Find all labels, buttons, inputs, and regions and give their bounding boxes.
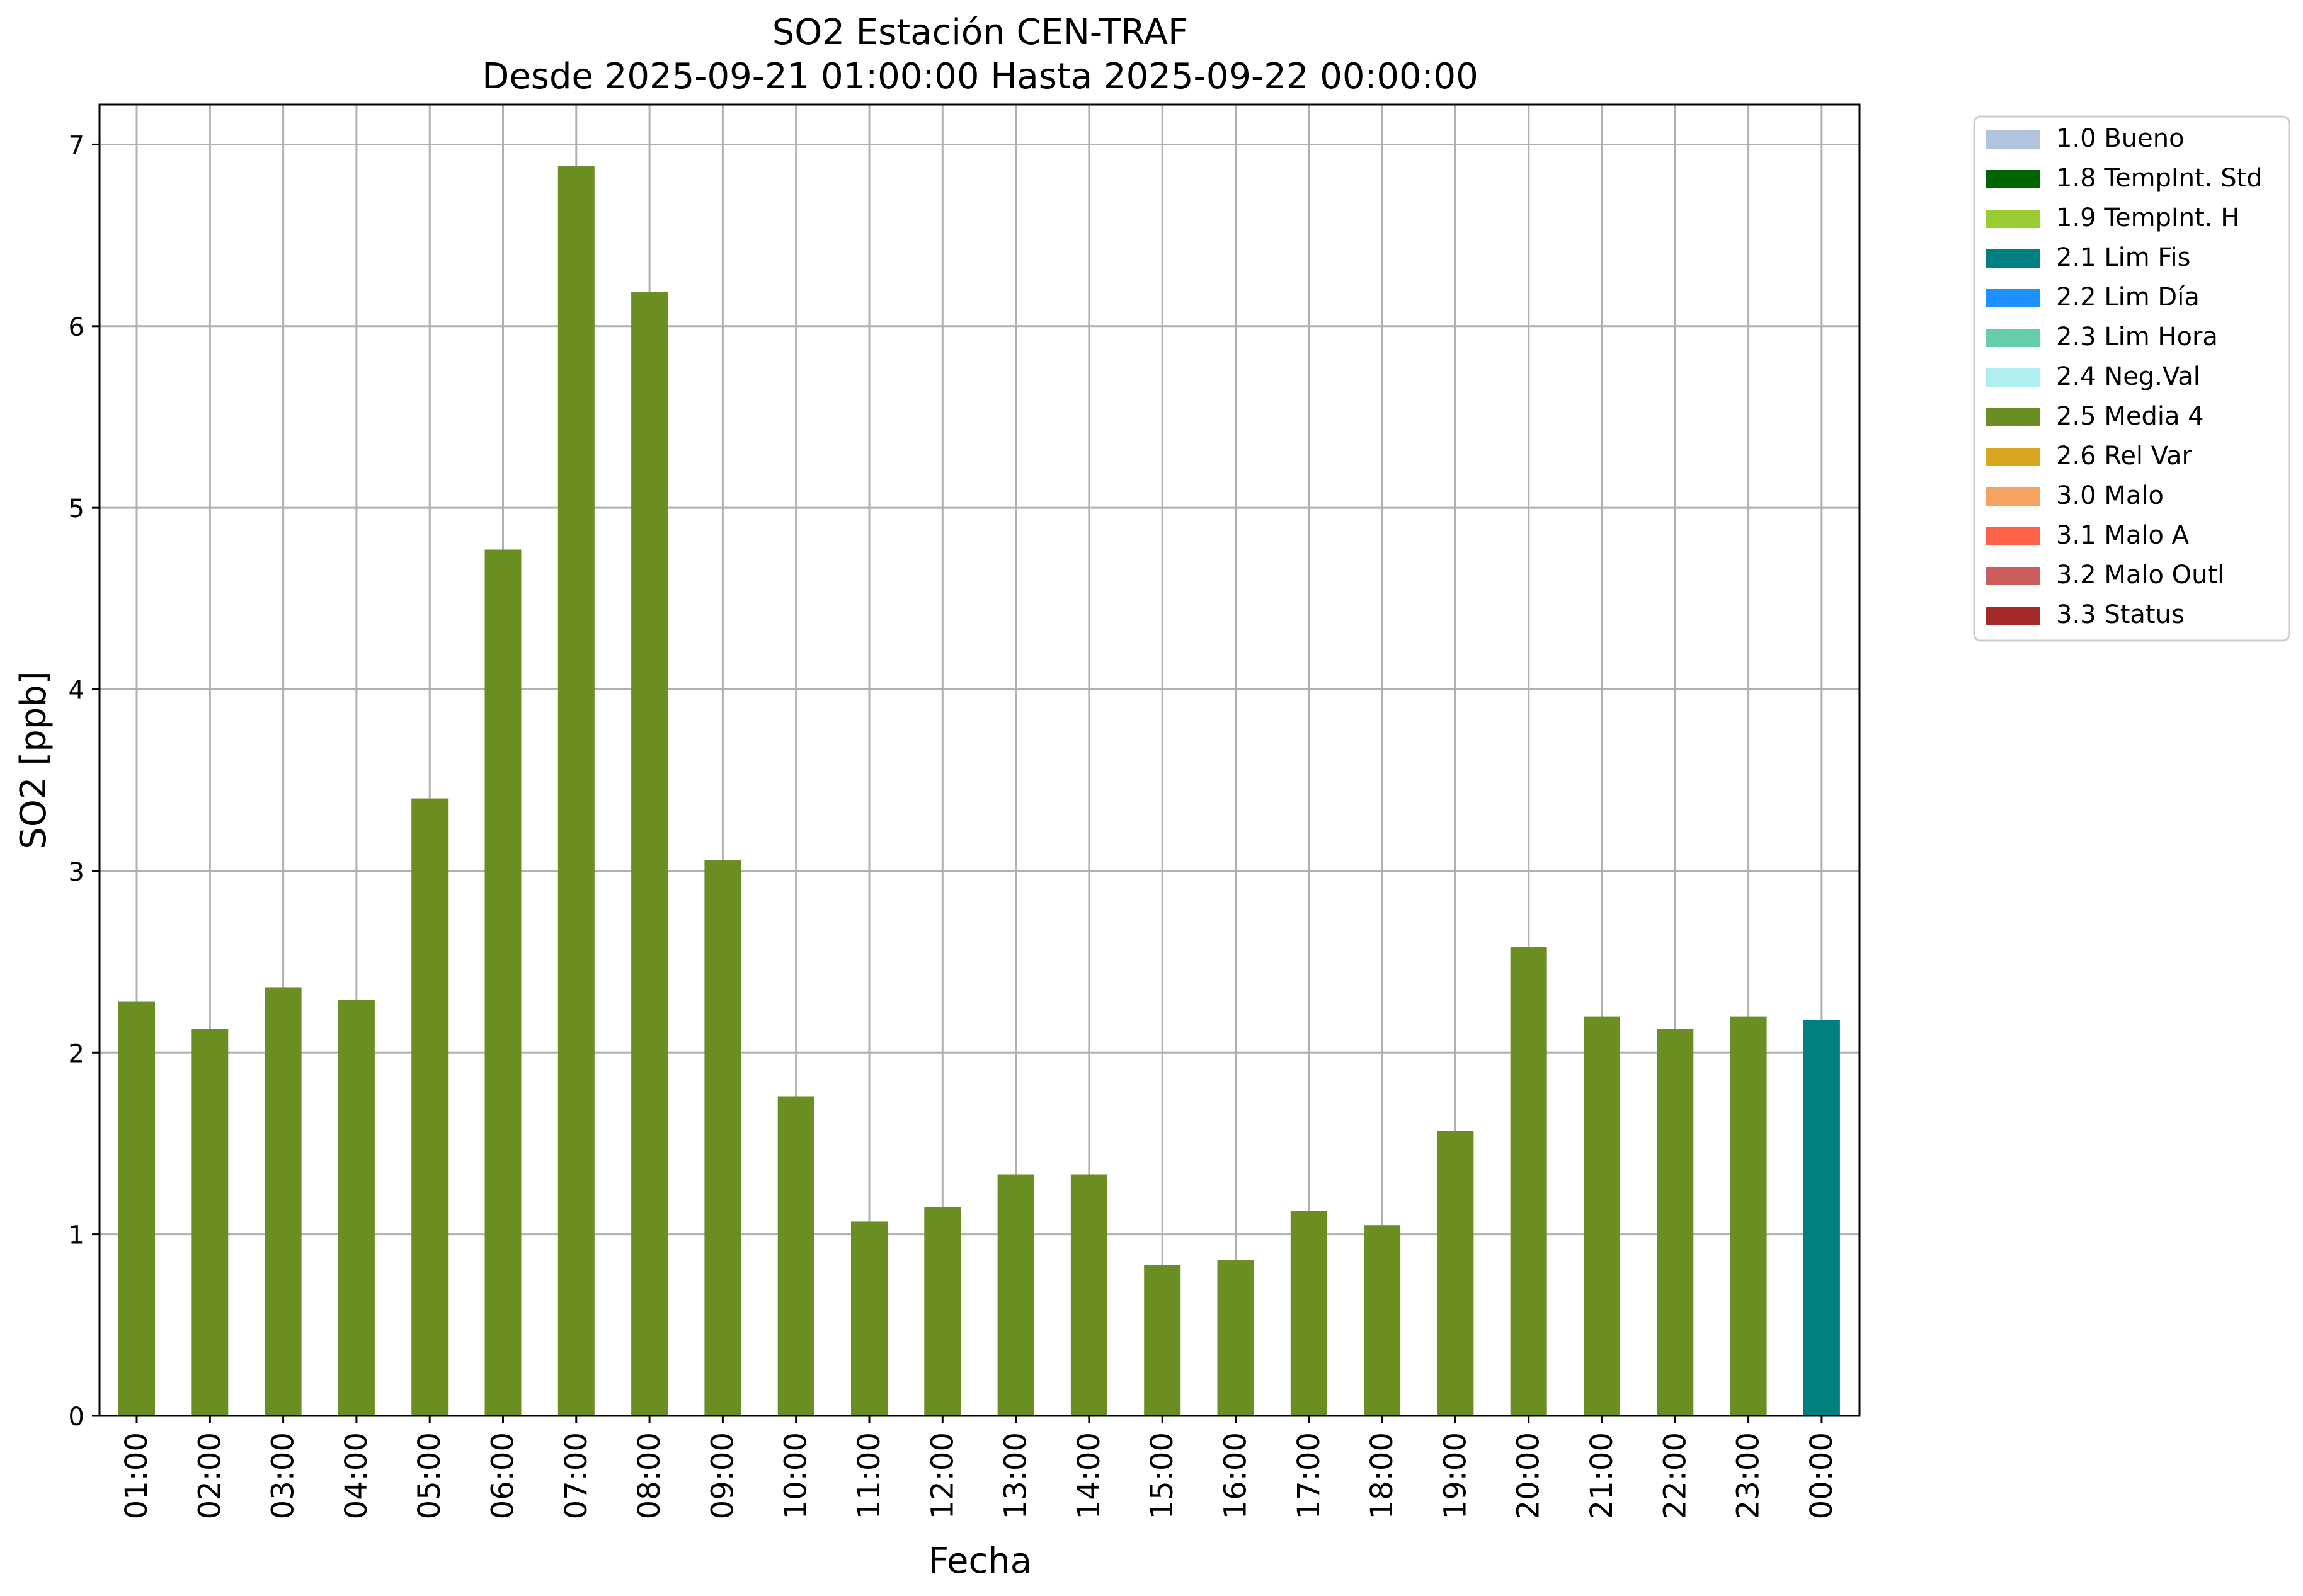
y-tick-label: 2 bbox=[69, 1039, 84, 1068]
chart-title: SO2 Estación CEN-TRAF bbox=[772, 12, 1189, 53]
legend-swatch bbox=[1986, 527, 2040, 545]
x-axis-label: Fecha bbox=[929, 1541, 1032, 1582]
x-tick-label: 19:00 bbox=[1437, 1432, 1473, 1519]
x-tick-label: 00:00 bbox=[1804, 1432, 1839, 1519]
x-tick-label: 04:00 bbox=[339, 1432, 374, 1519]
bar bbox=[191, 1029, 229, 1416]
bar bbox=[924, 1207, 961, 1416]
y-axis-label: SO2 [ppb] bbox=[13, 671, 54, 849]
x-tick-label: 12:00 bbox=[925, 1432, 960, 1519]
legend-swatch bbox=[1986, 607, 2040, 625]
y-tick-label: 7 bbox=[69, 131, 84, 160]
y-tick-label: 1 bbox=[69, 1221, 84, 1250]
plot-frame bbox=[98, 103, 1861, 1417]
x-tick-label: 22:00 bbox=[1657, 1432, 1693, 1519]
legend-swatch bbox=[1986, 408, 2040, 426]
bar bbox=[1584, 1016, 1620, 1416]
x-tick-label: 10:00 bbox=[779, 1432, 814, 1519]
legend-swatch bbox=[1986, 210, 2040, 228]
legend-label: 3.0 Malo bbox=[2056, 481, 2164, 510]
legend-label: 2.3 Lim Hora bbox=[2056, 322, 2218, 351]
bar bbox=[1437, 1131, 1474, 1416]
x-tick-label: 16:00 bbox=[1218, 1432, 1254, 1519]
legend-label: 3.2 Malo Outl bbox=[2056, 561, 2224, 590]
x-tick-label: 07:00 bbox=[559, 1432, 594, 1519]
x-tick-label: 13:00 bbox=[998, 1432, 1034, 1519]
y-tick-label: 4 bbox=[69, 676, 84, 705]
legend-label: 2.6 Rel Var bbox=[2056, 442, 2193, 470]
x-tick-label: 05:00 bbox=[412, 1432, 447, 1519]
legend-label: 2.4 Neg.Val bbox=[2056, 362, 2200, 391]
y-tick-label: 3 bbox=[69, 858, 84, 887]
x-tick-label: 15:00 bbox=[1145, 1432, 1180, 1519]
x-tick-label: 11:00 bbox=[852, 1432, 887, 1519]
bar bbox=[411, 798, 449, 1416]
bar bbox=[1364, 1225, 1401, 1416]
x-tick-label: 23:00 bbox=[1731, 1432, 1766, 1519]
bar bbox=[1730, 1016, 1767, 1416]
legend-label: 3.1 Malo A bbox=[2056, 521, 2190, 550]
legend-swatch bbox=[1986, 329, 2040, 347]
x-tick-label: 18:00 bbox=[1364, 1432, 1400, 1519]
x-tick-label: 14:00 bbox=[1071, 1432, 1107, 1519]
legend-items: 1.0 Bueno 1.8 TempInt. Std 1.9 TempInt. H 2… bbox=[1986, 124, 2263, 629]
bar bbox=[1144, 1265, 1181, 1416]
legend: 1.0 Bueno 1.8 TempInt. Std 1.9 TempInt. H 2… bbox=[1973, 115, 2290, 642]
bar bbox=[997, 1174, 1034, 1416]
bar bbox=[557, 166, 595, 1416]
legend-label: 3.3 Status bbox=[2056, 600, 2185, 629]
legend-swatch bbox=[1986, 289, 2040, 307]
x-tick-label: 01:00 bbox=[119, 1432, 154, 1519]
bar bbox=[1510, 947, 1547, 1416]
x-tick-label: 03:00 bbox=[266, 1432, 301, 1519]
legend-swatch bbox=[1986, 368, 2040, 387]
bar bbox=[1290, 1211, 1327, 1416]
bar bbox=[1217, 1260, 1254, 1416]
x-tick-label: 17:00 bbox=[1291, 1432, 1327, 1519]
legend-label: 1.0 Bueno bbox=[2056, 124, 2185, 153]
y-tick-label: 5 bbox=[69, 494, 84, 523]
legend-swatch bbox=[1986, 170, 2040, 188]
x-tick-label: 20:00 bbox=[1511, 1432, 1546, 1519]
bar bbox=[777, 1096, 814, 1416]
legend-label: 1.9 TempInt. H bbox=[2056, 203, 2239, 232]
bar bbox=[1657, 1029, 1694, 1416]
bar bbox=[704, 860, 741, 1416]
bar bbox=[1070, 1174, 1107, 1416]
legend-box bbox=[1973, 115, 2290, 642]
bars bbox=[118, 166, 1840, 1416]
x-tick-label: 08:00 bbox=[632, 1432, 667, 1519]
y-tick-label: 0 bbox=[69, 1403, 84, 1432]
legend-label: 2.1 Lim Fis bbox=[2056, 243, 2190, 272]
bar bbox=[484, 549, 522, 1416]
x-tick-label: 02:00 bbox=[192, 1432, 227, 1519]
bar bbox=[338, 1000, 375, 1416]
chart-subtitle: Desde 2025-09-21 01:00:00 Hasta 2025-09-… bbox=[482, 56, 1478, 97]
bar bbox=[851, 1221, 888, 1416]
y-axis-ticks: 0 1 2 3 4 5 6 7 bbox=[69, 131, 100, 1432]
legend-label: 2.5 Media 4 bbox=[2056, 402, 2204, 431]
y-tick-label: 6 bbox=[69, 313, 84, 342]
legend-swatch bbox=[1986, 130, 2040, 149]
x-tick-label: 21:00 bbox=[1584, 1432, 1620, 1519]
legend-swatch bbox=[1986, 487, 2040, 506]
legend-label: 1.8 TempInt. Std bbox=[2056, 164, 2263, 193]
legend-swatch bbox=[1986, 448, 2040, 466]
legend-label: 2.2 Lim Día bbox=[2056, 283, 2200, 312]
x-tick-label: 06:00 bbox=[486, 1432, 521, 1519]
bar bbox=[265, 987, 302, 1416]
legend-swatch bbox=[1986, 567, 2040, 585]
x-axis-ticks: 01:00 02:00 03:00 04:00 05:00 06:00 07:00 08:00… bbox=[119, 1416, 1839, 1519]
bar bbox=[1803, 1020, 1840, 1416]
bar bbox=[118, 1001, 155, 1416]
x-tick-label: 09:00 bbox=[705, 1432, 740, 1519]
legend-swatch bbox=[1986, 249, 2040, 268]
bar bbox=[631, 292, 668, 1416]
